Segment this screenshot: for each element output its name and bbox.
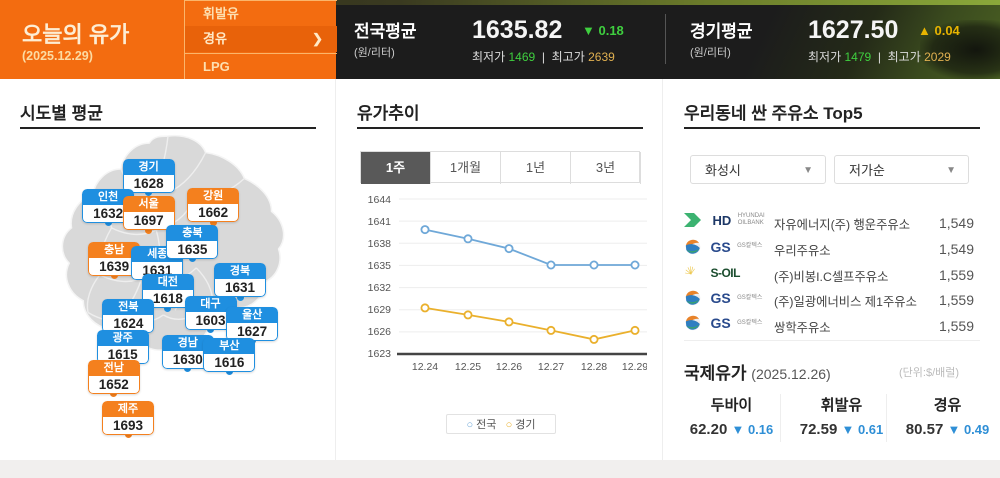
svg-text:12.25: 12.25: [455, 361, 481, 373]
svg-text:12.28: 12.28: [581, 361, 607, 373]
svg-text:12.24: 12.24: [412, 361, 438, 373]
svg-text:12.29: 12.29: [622, 361, 647, 373]
svg-text:1623: 1623: [368, 348, 392, 360]
svg-text:1629: 1629: [368, 304, 392, 316]
svg-text:12.27: 12.27: [538, 361, 564, 373]
svg-text:1626: 1626: [368, 326, 392, 338]
svg-text:12.26: 12.26: [496, 361, 522, 373]
svg-text:1632: 1632: [368, 282, 392, 294]
svg-text:1635: 1635: [368, 260, 392, 272]
svg-text:1641: 1641: [368, 216, 392, 228]
svg-text:1644: 1644: [368, 194, 392, 206]
svg-text:1638: 1638: [368, 238, 392, 250]
